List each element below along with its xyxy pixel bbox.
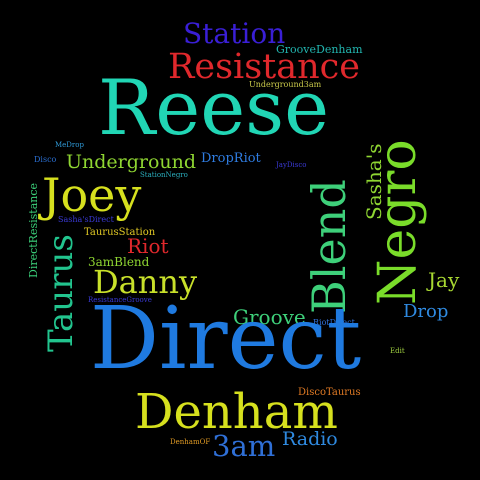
word-groovedenham: GrooveDenham [276, 43, 363, 56]
word-denhamof: DenhamOF [170, 438, 211, 446]
word-resistancegroove: ResistanceGroove [88, 296, 152, 304]
word-drop: Drop [403, 301, 449, 322]
word-resistance: Resistance [168, 47, 360, 87]
word-underground3am: Underground3am [249, 80, 322, 89]
word-directresistance: DirectResistance [27, 182, 40, 278]
word-jaydisco: JayDisco [276, 161, 307, 169]
word-denham: Denham [135, 384, 338, 440]
word-sashasdirect: Sasha'sDirect [58, 215, 114, 224]
word-groove: Groove [233, 305, 306, 329]
word-danny: Danny [93, 263, 198, 301]
word-riotdirect: RiotDirect [313, 318, 355, 327]
word-riot: Riot [127, 234, 169, 258]
word-joey: Joey [42, 168, 142, 222]
word-medrop: MeDrop [55, 141, 84, 149]
word-jay: Jay [428, 268, 460, 292]
word-taurus: Taurus [41, 234, 81, 352]
word-underground: Underground [66, 151, 197, 173]
word-discotaurus: DiscoTaurus [298, 387, 361, 398]
word-station: Station [183, 17, 286, 50]
word-radio: Radio [282, 428, 338, 450]
word-3amblend: 3amBlend [88, 255, 150, 269]
word-dropriot: DropRiot [201, 151, 261, 166]
word-taurusstation: TaurusStation [84, 227, 156, 238]
word-3am: 3am [212, 429, 276, 463]
word-edit: Edit [390, 347, 405, 355]
word-disco: Disco [34, 155, 57, 164]
word-stationnegro: StationNegro [140, 171, 188, 179]
word-negro: Negro [368, 139, 428, 305]
word-direct: Direct [90, 289, 362, 389]
word-reese: Reese [98, 63, 330, 152]
